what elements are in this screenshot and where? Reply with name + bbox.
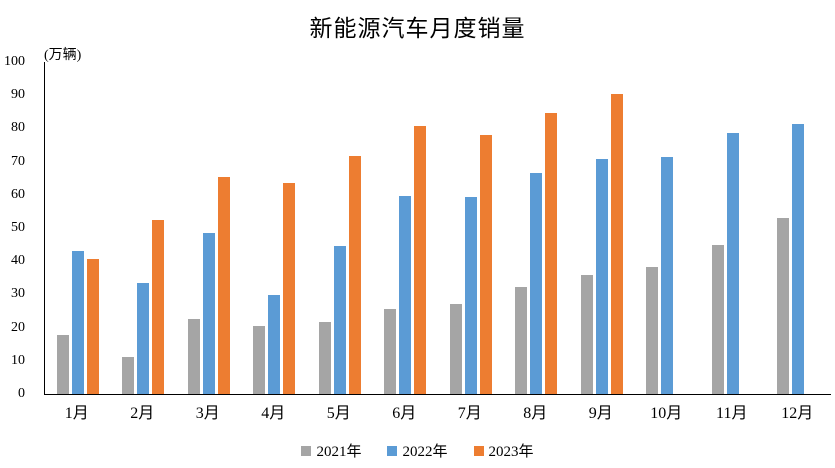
bar-2022年-2月 <box>137 283 150 394</box>
bar-2022年-10月 <box>661 156 674 394</box>
bar-2023年-6月 <box>414 126 427 394</box>
bar-2023年-1月 <box>86 258 99 394</box>
y-tick-label-40: 40 <box>11 253 25 269</box>
bar-2023年-9月 <box>610 93 623 394</box>
bar-2022年-9月 <box>595 158 608 394</box>
y-tick-label-100: 100 <box>4 54 25 69</box>
bar-2023年-7月 <box>479 135 492 394</box>
x-axis-label-2月: 2月 <box>130 405 155 422</box>
bar-2021年-2月 <box>122 357 135 394</box>
bar-2022年-7月 <box>464 197 477 394</box>
bar-2022年-4月 <box>268 294 281 394</box>
x-axis-label-12月: 12月 <box>781 405 814 422</box>
x-axis-label-9月: 9月 <box>588 405 613 422</box>
bar-2022年-6月 <box>399 196 412 394</box>
bar-2022年-1月 <box>71 250 84 394</box>
x-axis-label-5月: 5月 <box>326 405 351 422</box>
bar-2023年-4月 <box>283 182 296 394</box>
bar-2021年-12月 <box>777 217 790 394</box>
y-tick-label-70: 70 <box>11 153 25 169</box>
y-tick-label-90: 90 <box>11 87 25 103</box>
legend-swatch-icon <box>387 445 398 456</box>
legend-item-2022年: 2022年 <box>387 440 448 461</box>
bar-group-9月 <box>569 62 635 394</box>
bar-2021年-7月 <box>449 304 462 394</box>
x-axis-label-11月: 11月 <box>716 405 748 422</box>
bar-2021年-1月 <box>56 334 69 394</box>
bar-group-1月 <box>45 62 111 394</box>
bar-groups <box>45 62 831 394</box>
bar-2023年-5月 <box>348 155 361 394</box>
bar-2023年-8月 <box>545 113 558 394</box>
bar-2021年-8月 <box>515 287 528 394</box>
bar-group-6月 <box>373 62 439 394</box>
bar-group-4月 <box>242 62 308 394</box>
bar-2021年-6月 <box>384 309 397 394</box>
y-tick-label-20: 20 <box>11 319 25 335</box>
chart-title: 新能源汽车月度销量 <box>309 16 526 41</box>
x-axis-label-10月: 10月 <box>650 405 683 422</box>
bar-2021年-10月 <box>646 266 659 394</box>
bar-2021年-5月 <box>318 321 331 394</box>
bar-group-8月 <box>504 62 570 394</box>
legend-item-2023年: 2023年 <box>473 440 534 461</box>
x-axis-label-4月: 4月 <box>261 405 286 422</box>
bar-2021年-4月 <box>253 325 266 394</box>
legend-label: 2023年 <box>488 444 534 460</box>
y-tick-label-60: 60 <box>11 186 25 202</box>
bar-2021年-9月 <box>580 275 593 394</box>
y-tick-label-50: 50 <box>11 220 25 235</box>
bar-2022年-5月 <box>333 245 346 394</box>
y-tick-label-80: 80 <box>11 120 25 136</box>
x-axis-label-1月: 1月 <box>64 405 89 422</box>
bar-group-5月 <box>307 62 373 394</box>
bar-2022年-12月 <box>792 123 805 394</box>
bar-2022年-11月 <box>726 133 739 394</box>
bar-group-11月 <box>700 62 766 394</box>
bar-group-12月 <box>766 62 832 394</box>
bar-2023年-3月 <box>217 177 230 394</box>
y-tick-label-30: 30 <box>11 286 25 302</box>
bar-group-10月 <box>635 62 701 394</box>
bar-group-3月 <box>176 62 242 394</box>
bar-group-2月 <box>111 62 177 394</box>
legend-swatch-icon <box>301 445 312 456</box>
x-axis-label-6月: 6月 <box>392 405 417 422</box>
bar-2021年-11月 <box>711 244 724 394</box>
bar-2023年-2月 <box>152 219 165 394</box>
x-axis-labels: 1月 2月 3月 4月 5月 6月 7月 8月 9月 10月 11月 12月 <box>44 399 830 423</box>
y-tick-label-0: 0 <box>18 386 25 401</box>
bar-group-7月 <box>438 62 504 394</box>
x-axis-label-3月: 3月 <box>195 405 220 422</box>
y-axis-unit-label: (万辆) <box>44 48 82 63</box>
bar-2022年-3月 <box>202 233 215 394</box>
legend: 2021年 2022年 2023年 <box>0 440 835 461</box>
legend-swatch-icon <box>473 445 484 456</box>
x-axis-label-8月: 8月 <box>523 405 548 422</box>
legend-item-2021年: 2021年 <box>301 440 361 461</box>
x-axis-label-7月: 7月 <box>457 405 482 422</box>
legend-label: 2021年 <box>316 444 362 460</box>
legend-label: 2022年 <box>402 444 448 460</box>
plot-area <box>44 62 831 395</box>
bar-2021年-3月 <box>187 318 200 394</box>
bar-2022年-8月 <box>530 172 543 394</box>
y-tick-label-10: 10 <box>11 352 25 368</box>
